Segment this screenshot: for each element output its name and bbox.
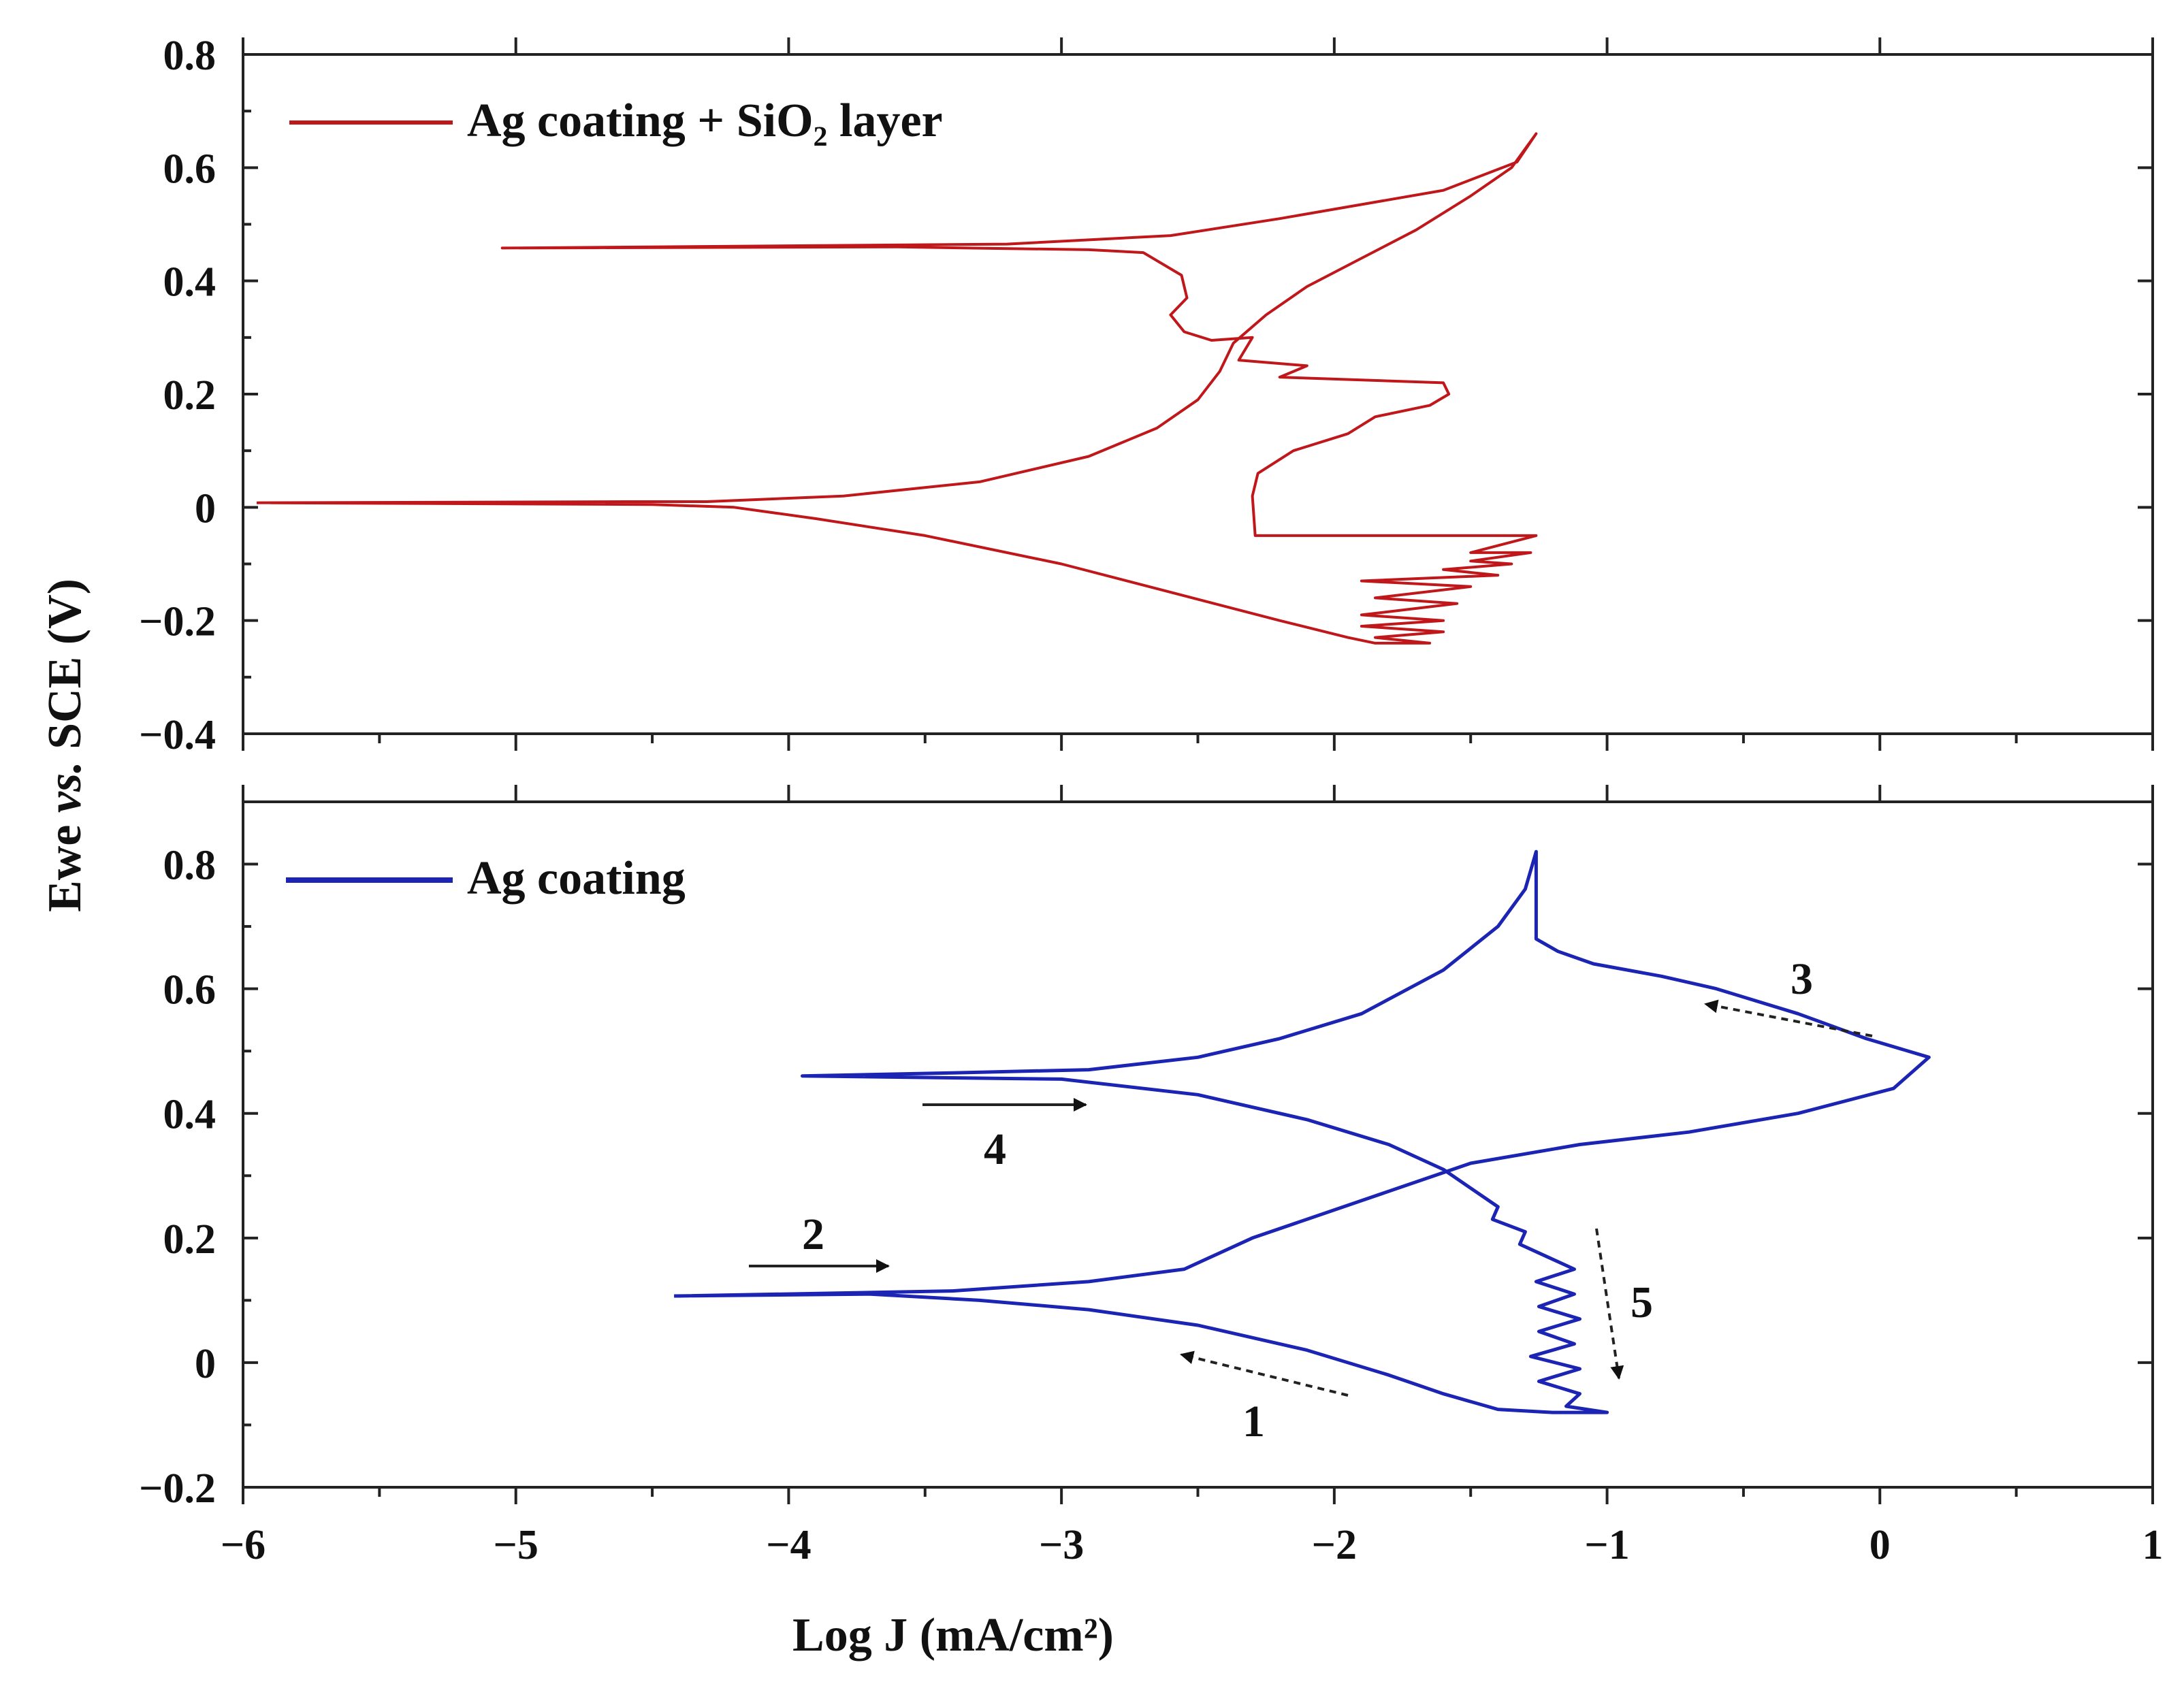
y-tick-label: −0.2 [139,1465,216,1512]
bottom-x-axis: −6 −5 −4 −3 −2 −1 0 1 [221,785,2164,1568]
y-tick-label: 0.4 [163,259,216,306]
y-tick-label: 0.2 [163,1216,216,1263]
x-tick-label: −4 [766,1522,811,1568]
arrow-3 [1704,999,1873,1037]
y-tick-label: 0 [195,1341,216,1387]
bottom-annotations: 1 2 3 4 5 [749,954,1873,1446]
bottom-plot-frame [242,800,2154,1489]
bottom-legend: Ag coating [286,852,686,905]
annotation-5: 5 [1631,1278,1653,1327]
annotation-1: 1 [1242,1397,1265,1446]
top-plot-frame [242,53,2154,735]
bottom-series-line [674,849,1931,1414]
x-tick-label: −1 [1584,1522,1629,1568]
bottom-y-axis: 0.8 0.6 0.4 0.2 0 −0.2 [139,843,2153,1512]
y-tick-label: 0.4 [163,1092,216,1138]
y-axis-title-prefix: Ewe [39,813,91,912]
top-legend-label: Ag coating + SiO₂ layer [467,95,943,147]
bottom-legend-label: Ag coating [467,852,686,905]
bottom-panel: 0.8 0.6 0.4 0.2 0 −0.2 −6 −5 −4 −3 −2 −1 0 1 Ag coat… [139,785,2164,1568]
y-tick-label: 0.2 [163,372,216,419]
top-panel: 0.8 0.6 0.4 0.2 0 −0.2 −0.4 Ag coating + SiO₂ … [139,33,2154,758]
top-x-ticks [242,37,2154,751]
y-axis-title-suffix: SCE (V) [39,579,91,761]
y-axis-title-italic: vs. [39,761,91,813]
x-tick-label: 1 [2142,1522,2164,1568]
annotation-4: 4 [984,1124,1006,1174]
y-tick-label: −0.2 [139,599,216,645]
y-tick-label: 0.6 [163,146,216,192]
x-tick-label: −3 [1039,1522,1084,1568]
x-axis-title: Log J (mA/cm²) [792,1609,1114,1661]
x-tick-label: −5 [494,1522,539,1568]
arrow-5 [1595,1228,1624,1380]
y-tick-label: 0 [195,485,216,532]
y-tick-label: 0.6 [163,967,216,1014]
y-tick-label: 0.8 [163,33,216,79]
y-axis-title: Ewe vs. SCE (V) [39,579,91,912]
annotation-3: 3 [1790,954,1813,1004]
top-legend: Ag coating + SiO₂ layer [289,95,943,147]
top-series-line [256,132,1538,645]
x-tick-label: −6 [221,1522,266,1568]
annotation-2: 2 [802,1210,824,1259]
y-tick-label: −0.4 [139,712,216,758]
arrow-1 [1180,1350,1349,1397]
y-tick-label: 0.8 [163,843,216,889]
x-tick-label: 0 [1869,1522,1891,1568]
top-y-axis: 0.8 0.6 0.4 0.2 0 −0.2 −0.4 [139,33,2153,758]
x-tick-label: −2 [1312,1522,1357,1568]
